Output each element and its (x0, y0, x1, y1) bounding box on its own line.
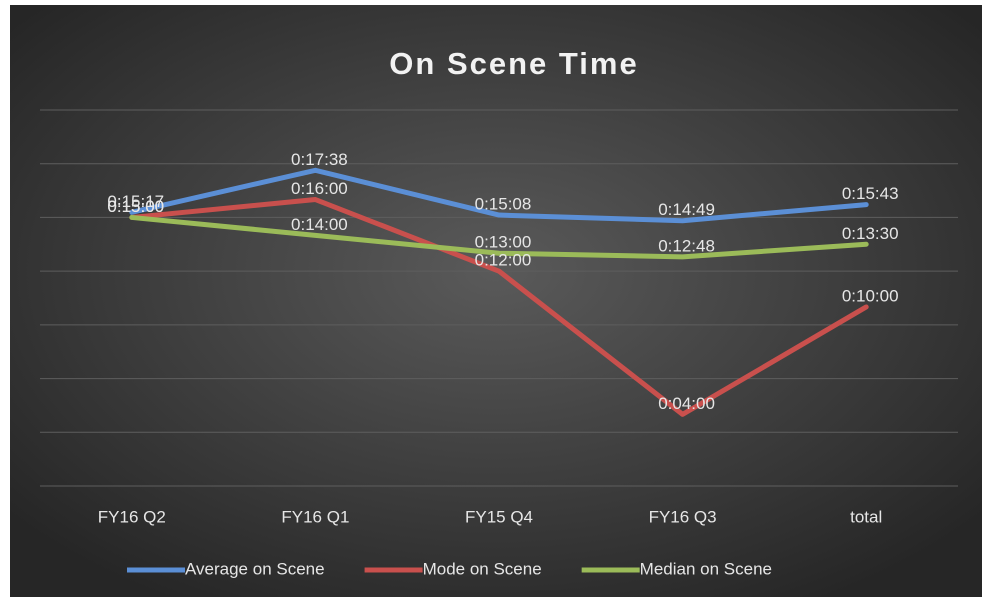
legend-label: Average on Scene (185, 559, 325, 578)
legend-label: Median on Scene (640, 559, 772, 578)
x-tick-label: FY16 Q1 (281, 507, 349, 526)
x-tick-label: FY16 Q3 (649, 507, 717, 526)
data-label: 0:12:00 (475, 251, 532, 270)
data-label: 0:12:48 (658, 236, 715, 255)
data-label: 0:15:00 (107, 197, 164, 216)
series-line (129, 167, 869, 224)
x-tick-label: FY15 Q4 (465, 507, 533, 526)
data-label: 0:14:49 (658, 200, 715, 219)
data-label: 0:04:00 (658, 394, 715, 413)
series-line (129, 214, 869, 260)
data-label: 0:15:43 (842, 184, 899, 203)
chart-background (10, 5, 982, 597)
data-label: 0:14:00 (291, 215, 348, 234)
data-label: 0:17:38 (291, 150, 348, 169)
data-label: 0:15:08 (475, 195, 532, 214)
data-label: 0:15:00 (107, 197, 164, 216)
series-line (129, 197, 869, 417)
x-tick-label: total (850, 507, 882, 526)
data-label: 0:10:00 (842, 286, 899, 305)
data-label: 0:15:17 (107, 192, 164, 211)
data-label: 0:13:30 (842, 224, 899, 243)
chart-title: On Scene Time (389, 46, 638, 81)
legend-label: Mode on Scene (423, 559, 542, 578)
x-tick-label: FY16 Q2 (98, 507, 166, 526)
data-label: 0:13:00 (475, 233, 532, 252)
data-label: 0:16:00 (291, 179, 348, 198)
